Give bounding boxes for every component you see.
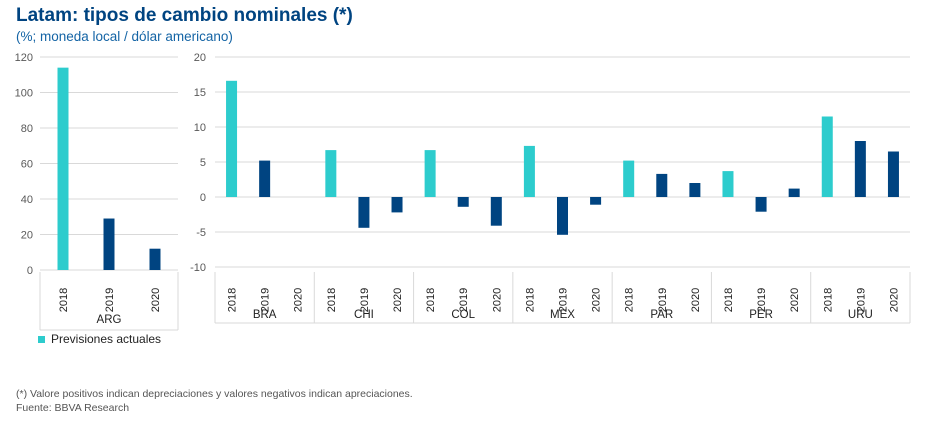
bar-chi-2019	[358, 197, 370, 228]
x-tick-year-label: 2018	[425, 288, 437, 312]
bar-par-2020	[689, 183, 701, 197]
bar-per-2019	[755, 197, 767, 212]
x-tick-year-label: 2019	[458, 288, 470, 312]
bar-bra-2018	[226, 80, 238, 197]
y-tick-label: 10	[194, 122, 206, 134]
y-tick-label: 0	[200, 192, 206, 204]
y-tick-label: 5	[200, 157, 206, 169]
x-tick-year-label: 2020	[491, 288, 503, 312]
x-tick-year-label: 2020	[789, 288, 801, 312]
country-label-chi: CHI	[354, 309, 374, 321]
x-tick-year-label: 2018	[624, 288, 636, 312]
y-tick-label: 0	[27, 265, 33, 277]
country-label-arg: ARG	[97, 314, 122, 326]
country-label-bra: BRA	[253, 309, 277, 321]
y-tick-label: -5	[196, 227, 206, 239]
bar-mex-2018	[523, 145, 535, 197]
country-label-uru: URU	[848, 309, 873, 321]
y-tick-label: 40	[21, 194, 33, 206]
x-tick-year-label: 2019	[359, 288, 371, 312]
chart-title: Latam: tipos de cambio nominales (*)	[16, 5, 353, 26]
bar-uru-2020	[887, 151, 899, 197]
x-tick-year-label: 2019	[558, 288, 570, 312]
country-label-per: PER	[749, 309, 773, 321]
bar-uru-2018	[821, 116, 833, 197]
country-label-mex: MEX	[550, 309, 575, 321]
bar-par-2019	[656, 173, 668, 197]
x-tick-year-label: 2020	[591, 288, 603, 312]
bar-par-2018	[623, 160, 635, 197]
bar-chi-2018	[325, 150, 337, 197]
y-tick-label: 100	[15, 88, 33, 100]
x-tick-year-label: 2018	[723, 288, 735, 312]
x-tick-year-label: 2019	[756, 288, 768, 312]
x-tick-year-label: 2019	[260, 288, 272, 312]
x-tick-year-label: 2018	[58, 288, 70, 312]
x-tick-year-label: 2018	[822, 288, 834, 312]
x-tick-year-label: 2019	[104, 288, 116, 312]
y-tick-label: 80	[21, 123, 33, 135]
x-tick-year-label: 2020	[392, 288, 404, 312]
bar-bra-2019	[259, 160, 271, 197]
x-tick-year-label: 2020	[150, 288, 162, 312]
x-tick-year-label: 2020	[690, 288, 702, 312]
y-tick-label: 20	[21, 230, 33, 242]
legend-label: Previsiones actuales	[51, 332, 162, 346]
y-tick-label: 120	[15, 52, 33, 64]
country-label-col: COL	[451, 309, 475, 321]
bar-per-2018	[722, 171, 734, 197]
x-tick-year-label: 2019	[657, 288, 669, 312]
y-tick-label: 15	[194, 87, 206, 99]
x-tick-year-label: 2018	[227, 288, 239, 312]
bar-arg-2020	[149, 248, 161, 270]
bar-mex-2020	[590, 197, 602, 205]
x-tick-year-label: 2020	[888, 288, 900, 312]
bar-arg-2019	[103, 218, 115, 270]
y-tick-label: -10	[190, 262, 206, 274]
chart-subtitle: (%; moneda local / dólar americano)	[16, 29, 233, 44]
bar-mex-2019	[557, 197, 568, 235]
x-tick-year-label: 2018	[326, 288, 338, 312]
bar-col-2020	[490, 197, 502, 226]
x-tick-year-label: 2018	[524, 288, 536, 312]
footnote: (*) Valore positivos indican depreciacio…	[16, 388, 413, 400]
bar-col-2018	[424, 150, 436, 197]
y-tick-label: 20	[194, 52, 206, 64]
bar-uru-2019	[854, 141, 866, 197]
source-note: Fuente: BBVA Research	[16, 402, 130, 414]
bar-arg-2018	[57, 67, 69, 271]
legend: Previsiones actuales	[38, 332, 161, 346]
country-label-par: PAR	[650, 309, 673, 321]
bar-col-2019	[457, 197, 469, 207]
bar-chi-2020	[391, 197, 403, 213]
x-tick-year-label: 2019	[855, 288, 867, 312]
x-tick-year-label: 2020	[293, 288, 305, 312]
y-tick-label: 60	[21, 159, 33, 171]
legend-swatch-2018	[38, 335, 45, 343]
bar-per-2020	[788, 188, 800, 197]
